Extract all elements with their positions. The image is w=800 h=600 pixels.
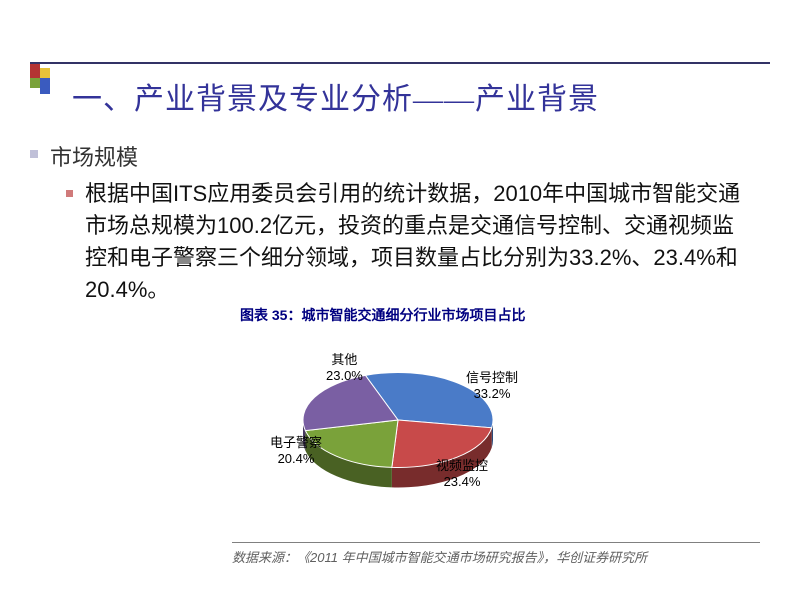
pie-label-signal: 信号控制33.2% bbox=[466, 370, 518, 403]
header-rule bbox=[30, 62, 770, 64]
bullet-level2: 根据中国ITS应用委员会引用的统计数据，2010年中国城市智能交通市场总规模为1… bbox=[30, 178, 760, 306]
bullet-level2-text: 根据中国ITS应用委员会引用的统计数据，2010年中国城市智能交通市场总规模为1… bbox=[85, 178, 745, 306]
data-source: 数据来源：《2011 年中国城市智能交通市场研究报告》，华创证券研究所 bbox=[232, 542, 760, 566]
title-accent bbox=[30, 64, 54, 100]
content-block: 市场规模 根据中国ITS应用委员会引用的统计数据，2010年中国城市智能交通市场… bbox=[30, 140, 760, 306]
chart-title: 图表 35：城市智能交通细分行业市场项目占比 bbox=[240, 305, 525, 325]
bullet-level1-text: 市场规模 bbox=[50, 140, 138, 172]
pie-chart: 信号控制33.2% 视频监控23.4% 电子警察20.4% 其他23.0% bbox=[218, 340, 578, 530]
pie-label-police: 电子警察20.4% bbox=[270, 435, 322, 468]
bullet-marker-small bbox=[66, 190, 73, 197]
pie-label-other: 其他23.0% bbox=[326, 352, 363, 385]
chart-title-prefix: 图表 35： bbox=[240, 307, 301, 323]
chart-title-text: 城市智能交通细分行业市场项目占比 bbox=[301, 307, 525, 323]
pie-label-video: 视频监控23.4% bbox=[436, 458, 488, 491]
bullet-level1: 市场规模 bbox=[30, 140, 760, 172]
page-title: 一、产业背景及专业分析——产业背景 bbox=[72, 74, 599, 118]
bullet-marker bbox=[30, 150, 38, 158]
